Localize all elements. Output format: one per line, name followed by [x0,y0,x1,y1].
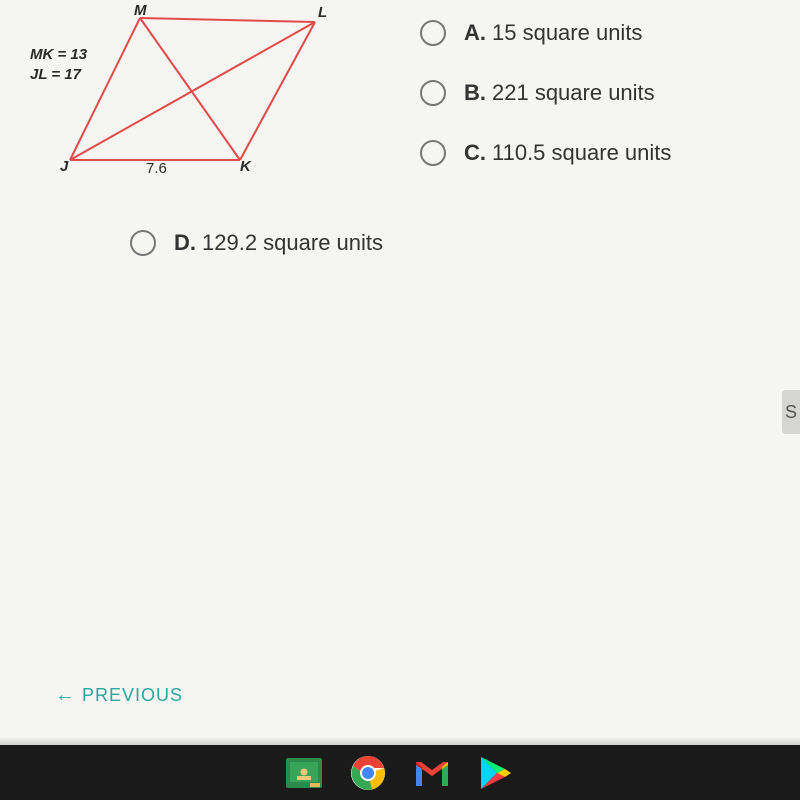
quiz-content: M L J K 7.6 MK = 13 JL = 17 A.15 square … [0,0,800,745]
given-values: MK = 13 JL = 17 [30,45,87,86]
answer-column-right: A.15 square units B.221 square units C.1… [420,20,671,200]
geometry-diagram: M L J K 7.6 [60,10,350,195]
radio-icon[interactable] [420,80,446,106]
vertex-k-label: K [240,158,251,175]
given-jl: JL = 17 [30,65,87,85]
rhombus-svg [60,10,350,180]
vertex-j-label: J [60,158,68,175]
side-panel-toggle[interactable]: S [782,390,800,434]
taskbar-shadow [0,737,800,745]
previous-label: PREVIOUS [82,685,183,706]
vertex-m-label: M [134,2,147,19]
side-jk-label: 7.6 [146,160,167,177]
given-mk: MK = 13 [30,45,87,65]
answer-a[interactable]: A.15 square units [420,20,671,46]
play-store-icon[interactable] [477,754,515,792]
taskbar [0,745,800,800]
classroom-icon[interactable] [285,754,323,792]
answer-b[interactable]: B.221 square units [420,80,671,106]
arrow-left-icon: ← [55,684,76,707]
answer-a-text: A.15 square units [464,20,642,46]
radio-icon[interactable] [420,20,446,46]
answer-d[interactable]: D.129.2 square units [130,230,383,256]
answer-c[interactable]: C.110.5 square units [420,140,671,166]
side-btn-label: S [785,402,797,423]
radio-icon[interactable] [130,230,156,256]
vertex-l-label: L [318,4,327,21]
previous-button[interactable]: ← PREVIOUS [55,684,183,707]
answer-b-text: B.221 square units [464,80,655,106]
radio-icon[interactable] [420,140,446,166]
gmail-icon[interactable] [413,754,451,792]
answer-c-text: C.110.5 square units [464,140,671,166]
answer-d-text: D.129.2 square units [174,230,383,256]
chrome-icon[interactable] [349,754,387,792]
